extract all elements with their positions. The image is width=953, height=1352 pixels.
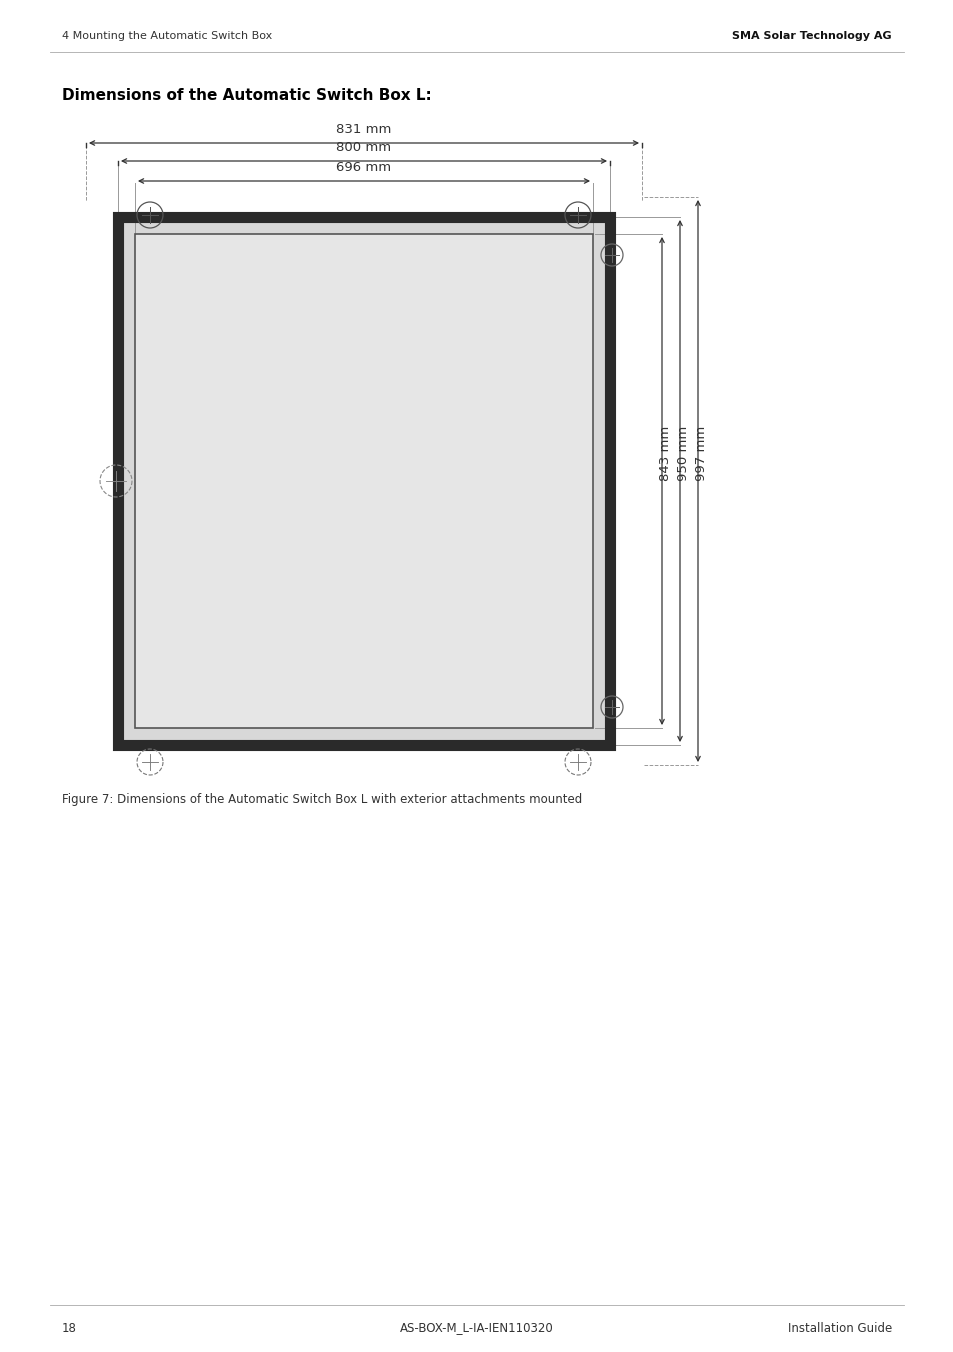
Text: AS-BOX-M_L-IA-IEN110320: AS-BOX-M_L-IA-IEN110320 <box>399 1321 554 1334</box>
Text: 843 mm: 843 mm <box>659 426 672 481</box>
Text: 997 mm: 997 mm <box>695 426 708 481</box>
Text: 950 mm: 950 mm <box>677 426 690 481</box>
Text: 696 mm: 696 mm <box>336 161 391 174</box>
Bar <box>118 218 609 745</box>
Text: 800 mm: 800 mm <box>336 141 391 154</box>
Text: Figure 7: Dimensions of the Automatic Switch Box L with exterior attachments mou: Figure 7: Dimensions of the Automatic Sw… <box>62 794 581 806</box>
Text: Dimensions of the Automatic Switch Box L:: Dimensions of the Automatic Switch Box L… <box>62 88 432 104</box>
Bar <box>135 234 593 727</box>
Bar <box>118 218 609 745</box>
Bar <box>135 234 593 727</box>
Text: 4 Mounting the Automatic Switch Box: 4 Mounting the Automatic Switch Box <box>62 31 272 41</box>
Text: SMA Solar Technology AG: SMA Solar Technology AG <box>732 31 891 41</box>
Text: Installation Guide: Installation Guide <box>787 1321 891 1334</box>
Text: 18: 18 <box>62 1321 77 1334</box>
Text: 831 mm: 831 mm <box>336 123 392 137</box>
